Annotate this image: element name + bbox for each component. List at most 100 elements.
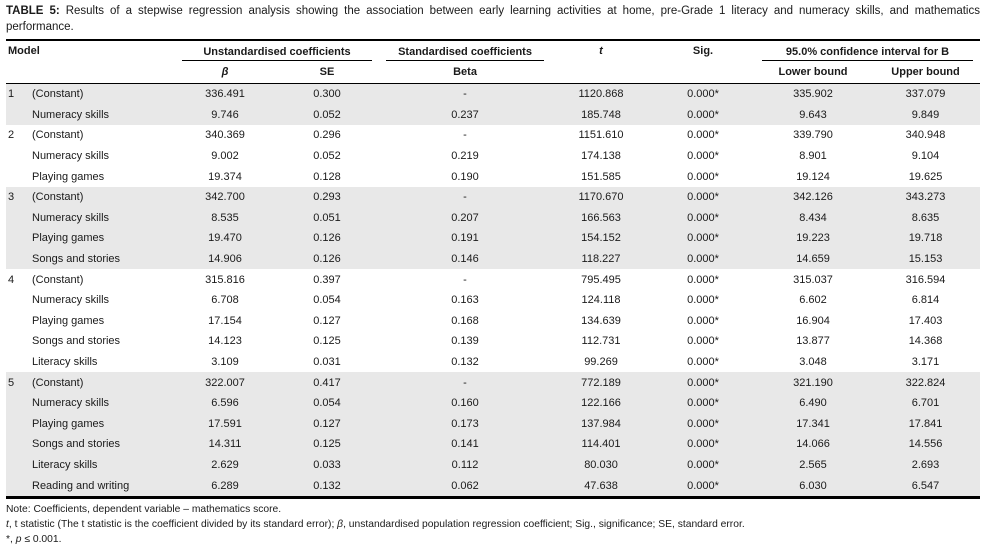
cell-model-number: 5 (6, 372, 31, 393)
cell-unstandardised-b: 315.816 (205, 273, 245, 286)
cell-ci-lower-bound: 14.066 (755, 434, 872, 455)
note-beta-symbol: β (337, 518, 344, 530)
table-row: Songs and stories 14.906 0.126 0.146 118… (6, 248, 981, 270)
cell-standard-error: 0.054 (313, 294, 341, 307)
cell-ci-lower-bound: 335.902 (755, 83, 872, 105)
cell-standard-error: 0.296 (313, 129, 341, 142)
cell-significance: 0.000* (651, 207, 756, 229)
cell-unstandardised-b: 8.535 (175, 207, 275, 229)
cell-significance: 0.000* (651, 104, 756, 126)
table-header: Model Unstandardised coefficients Standa… (6, 41, 981, 84)
cell-variable-label: (Constant) (31, 372, 175, 393)
cell-model-number (6, 166, 31, 187)
cell-ci-upper-bound: 343.273 (871, 186, 981, 208)
table-row: Playing games 17.591 0.127 0.173 137.984… (6, 413, 981, 435)
cell-unstandardised-b: 19.470 (175, 228, 275, 249)
cell-model-number (6, 207, 31, 229)
cell-unstandardised-b: 336.491 (175, 83, 275, 105)
cell-unstandardised-b: 19.374 (208, 170, 242, 183)
cell-standardised-beta: 0.207 (379, 207, 552, 229)
table-caption-label: TABLE 5: (6, 5, 60, 17)
cell-ci-lower-bound: 13.877 (796, 335, 830, 348)
cell-significance: 0.000* (651, 248, 756, 270)
cell-variable-label: Playing games (31, 413, 175, 435)
table-row: Numeracy skills 6.708 0.054 0.163 124.11… (6, 290, 980, 311)
cell-ci-upper-bound: 337.079 (871, 83, 981, 105)
cell-standard-error: 0.293 (275, 186, 380, 208)
table-row: Reading and writing 6.289 0.132 0.062 47… (6, 475, 981, 496)
cell-ci-lower-bound: 6.602 (799, 294, 827, 307)
cell-significance: 0.000* (651, 454, 756, 476)
table-row: Literacy skills 2.629 0.033 0.112 80.030… (6, 454, 981, 476)
cell-standardised-beta: 0.163 (451, 294, 479, 307)
cell-variable-label: (Constant) (31, 186, 175, 208)
col-header-t: t (551, 41, 652, 84)
cell-standard-error: 0.126 (275, 248, 380, 270)
cell-ci-lower-bound: 315.037 (793, 273, 833, 286)
cell-ci-upper-bound: 14.368 (908, 335, 943, 348)
cell-variable-label: (Constant) (31, 83, 175, 105)
cell-significance: 0.000* (651, 186, 756, 208)
cell-unstandardised-b: 6.708 (211, 294, 239, 307)
cell-model-number (6, 475, 31, 496)
cell-ci-upper-bound: 316.594 (905, 273, 946, 286)
cell-ci-upper-bound: 15.153 (871, 248, 981, 270)
note-p-symbol: p (15, 533, 22, 545)
cell-ci-lower-bound: 8.434 (755, 207, 872, 229)
table-caption-text: Results of a stepwise regression analysi… (6, 5, 980, 33)
cell-model-number (6, 454, 31, 476)
cell-ci-upper-bound: 322.824 (871, 372, 981, 393)
col-group-unstandardised-coefficients: Unstandardised coefficients (175, 41, 379, 61)
cell-variable-label: (Constant) (32, 273, 84, 286)
cell-ci-upper-bound: 6.547 (871, 475, 981, 496)
cell-t-statistic: 185.748 (551, 104, 652, 126)
cell-ci-upper-bound: 9.104 (911, 150, 940, 163)
note-abbreviations-seg2: , unstandardised population regression c… (343, 518, 745, 530)
cell-ci-lower-bound: 2.565 (755, 454, 872, 476)
cell-standardised-beta: 0.062 (379, 475, 552, 496)
cell-standardised-beta: 0.191 (379, 228, 552, 249)
cell-model-number (6, 392, 31, 414)
cell-t-statistic: 80.030 (551, 454, 652, 476)
cell-t-statistic: 134.639 (581, 314, 621, 327)
cell-ci-lower-bound: 339.790 (793, 129, 833, 142)
note-abbreviations-seg1: , t statistic (The t statistic is the co… (8, 518, 338, 530)
cell-t-statistic: 114.401 (551, 434, 652, 455)
cell-unstandardised-b: 340.369 (205, 129, 245, 142)
col-header-upper-bound: Upper bound (871, 61, 981, 84)
cell-variable-label: Numeracy skills (31, 104, 175, 126)
cell-standard-error: 0.126 (275, 228, 380, 249)
cell-standard-error: 0.397 (313, 273, 341, 286)
cell-standard-error: 0.033 (275, 454, 380, 476)
cell-ci-lower-bound: 17.341 (755, 413, 872, 435)
table-row: Literacy skills 3.109 0.031 0.132 99.269… (6, 352, 980, 373)
cell-ci-lower-bound: 6.030 (755, 475, 872, 496)
table-caption: TABLE 5: Results of a stepwise regressio… (6, 3, 980, 41)
cell-standardised-beta: 0.160 (379, 392, 552, 414)
note-significance-seg2: ≤ 0.001. (21, 533, 62, 545)
paper-page: TABLE 5: Results of a stepwise regressio… (6, 3, 981, 547)
cell-ci-lower-bound: 14.659 (755, 248, 872, 270)
cell-unstandardised-b: 14.906 (175, 248, 275, 270)
cell-variable-label: Numeracy skills (31, 207, 175, 229)
cell-significance: 0.000* (651, 413, 756, 435)
note-significance: *, p ≤ 0.001. (6, 533, 980, 547)
cell-ci-upper-bound: 19.718 (871, 228, 981, 249)
cell-ci-lower-bound: 16.904 (796, 314, 830, 327)
cell-ci-upper-bound: 340.948 (905, 129, 946, 142)
cell-unstandardised-b: 3.109 (211, 356, 239, 369)
cell-significance: 0.000* (687, 129, 719, 142)
cell-standardised-beta: - (379, 372, 552, 393)
cell-model-number (6, 104, 31, 126)
cell-ci-lower-bound: 3.048 (799, 356, 827, 369)
cell-standardised-beta: 0.132 (451, 356, 479, 369)
cell-ci-lower-bound: 342.126 (755, 186, 872, 208)
cell-t-statistic: 118.227 (551, 248, 652, 270)
note-dependent-variable: Note: Coefficients, dependent variable –… (6, 503, 980, 517)
table-row: Numeracy skills 8.535 0.051 0.207 166.56… (6, 207, 981, 229)
cell-ci-lower-bound: 321.190 (755, 372, 872, 393)
cell-unstandardised-b: 9.746 (175, 104, 275, 126)
cell-significance: 0.000* (687, 150, 719, 163)
note-dependent-variable-text: Note: Coefficients, dependent variable –… (6, 503, 282, 515)
cell-ci-upper-bound: 17.403 (908, 314, 943, 327)
